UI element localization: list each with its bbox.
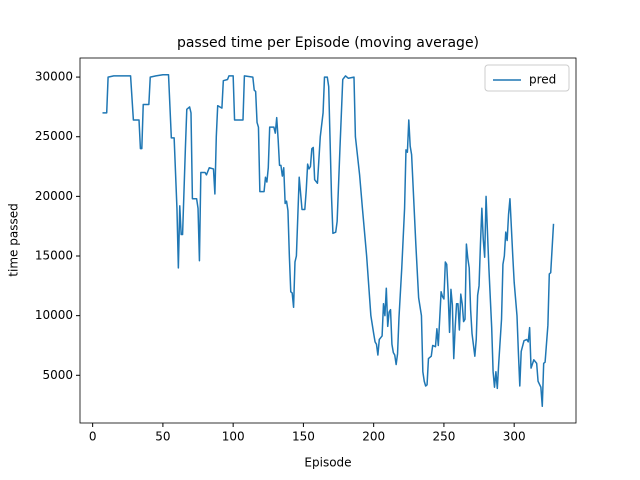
x-tick-label: 250: [432, 430, 455, 444]
x-axis-label: Episode: [304, 456, 351, 470]
x-tick-label: 300: [503, 430, 526, 444]
x-tick-label: 100: [222, 430, 245, 444]
x-tick-label: 0: [89, 430, 97, 444]
chart-title: passed time per Episode (moving average): [177, 35, 479, 51]
y-tick-label: 5000: [42, 368, 73, 382]
data-line: [102, 73, 555, 408]
y-tick-label: 15000: [35, 249, 73, 263]
y-axis-label: time passed: [7, 203, 21, 276]
legend-label: pred: [529, 73, 556, 87]
y-tick-label: 20000: [35, 189, 73, 203]
plot-frame: [79, 57, 577, 424]
x-tick-label: 50: [155, 430, 170, 444]
y-tick-label: 10000: [35, 308, 73, 322]
x-tick-label: 200: [362, 430, 385, 444]
legend-box: [484, 64, 570, 92]
y-tick-label: 30000: [35, 70, 73, 84]
x-tick-label: 150: [292, 430, 315, 444]
y-tick-label: 25000: [35, 129, 73, 143]
